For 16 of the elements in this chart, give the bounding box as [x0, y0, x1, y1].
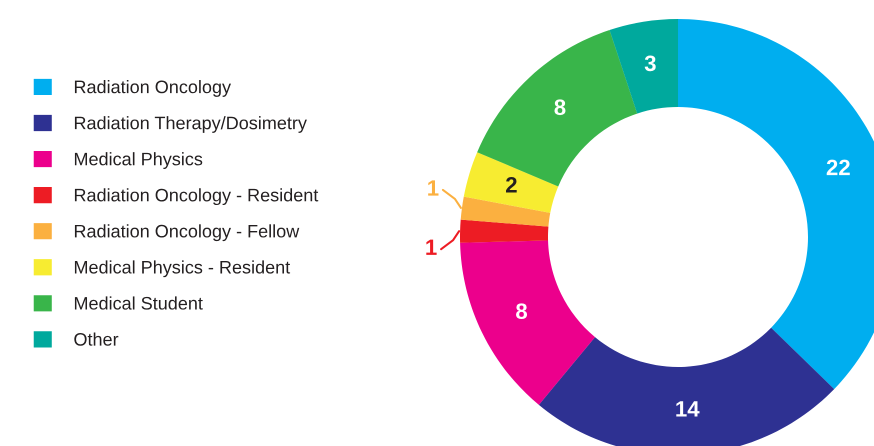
legend-label: Medical Physics: [74, 152, 202, 169]
legend-label: Radiation Oncology - Resident: [74, 188, 318, 206]
data-label: 8: [554, 99, 566, 116]
data-label: 1: [426, 240, 437, 255]
data-label: 1: [428, 180, 438, 196]
data-label: 8: [516, 303, 528, 320]
legend-label: Radiation Oncology - Fellow: [74, 224, 300, 242]
legend-label: Other: [74, 332, 118, 346]
data-label: 14: [676, 401, 700, 416]
data-label: 22: [826, 160, 850, 176]
legend-label: Radiation Oncology: [74, 80, 231, 97]
legend-label: Medical Student: [74, 296, 203, 310]
data-label: 2: [506, 176, 517, 193]
data-label: 3: [644, 55, 656, 72]
legend-label: Medical Physics - Resident: [74, 260, 290, 278]
legend-label: Radiation Therapy/Dosimetry: [74, 116, 307, 133]
